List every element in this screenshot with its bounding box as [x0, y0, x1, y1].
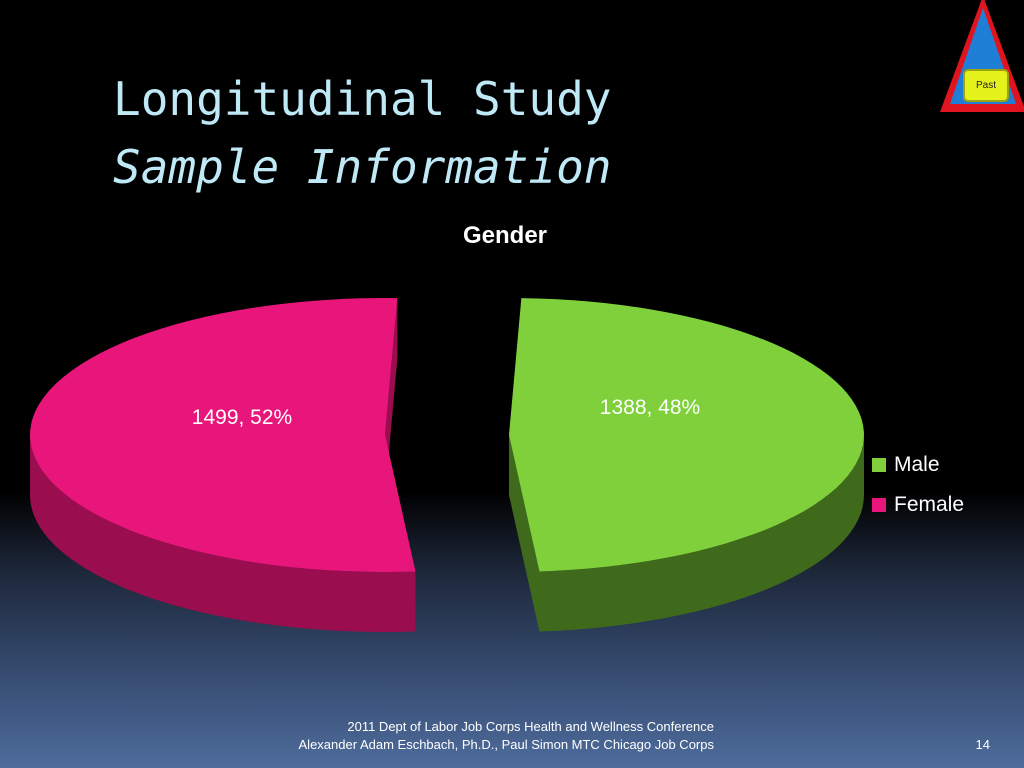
pie-slice-female — [30, 298, 416, 632]
legend-swatch-female — [872, 498, 886, 512]
pie-slice-male-side — [508, 435, 864, 632]
slide-title: Longitudinal Study — [113, 72, 612, 126]
slide-subtitle: Sample Information — [113, 140, 612, 194]
data-label-female: 1499, 52% — [192, 406, 292, 429]
pie-slice-female-top — [30, 298, 416, 572]
pie-slice-male — [508, 298, 864, 632]
legend-item-female: Female — [872, 485, 964, 525]
chart-title: Gender — [462, 222, 548, 249]
data-label-male: 1388, 48% — [600, 396, 700, 419]
legend-label-female: Female — [894, 493, 965, 516]
page-number: 14 — [975, 737, 990, 752]
pie-slice-male-top — [508, 298, 864, 572]
chart-legend: Male Female — [872, 445, 964, 525]
slide-footer: 2011 Dept of Labor Job Corps Health and … — [214, 718, 714, 754]
past-nav-button[interactable]: Past — [936, 0, 1024, 118]
pie-slice-female-side — [30, 298, 416, 632]
legend-swatch-male — [872, 458, 886, 472]
legend-label-male: Male — [894, 453, 940, 476]
footer-authors: Alexander Adam Eschbach, Ph.D., Paul Sim… — [298, 737, 714, 752]
footer-conference: 2011 Dept of Labor Job Corps Health and … — [347, 719, 714, 734]
past-label: Past — [963, 69, 1009, 102]
legend-item-male: Male — [872, 445, 964, 485]
